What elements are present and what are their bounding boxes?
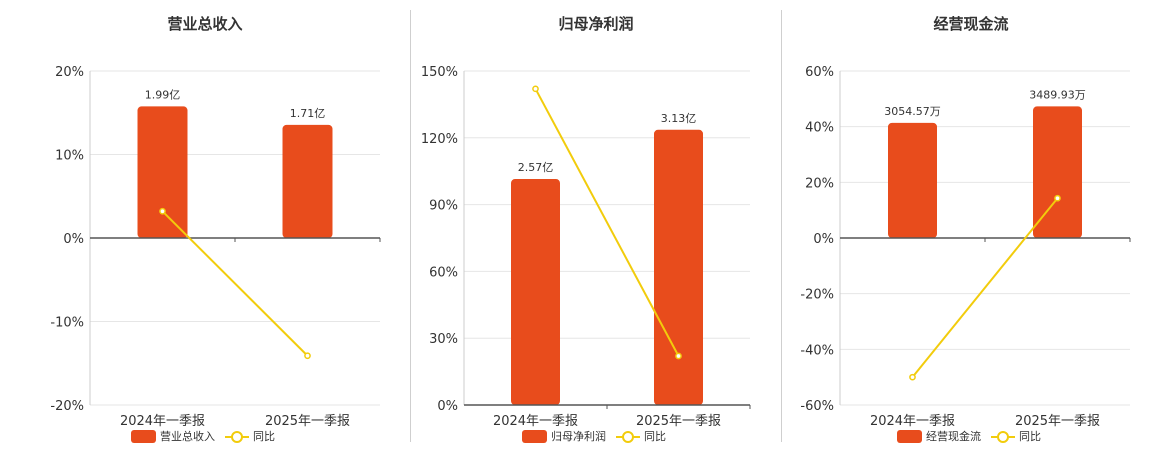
chart-legend: 归母净利润 同比 [411,428,781,444]
legend-label: 营业总收入 [160,430,215,443]
line-marker-icon [991,430,1015,443]
legend-item-line[interactable]: 同比 [991,428,1041,444]
legend-item-bar[interactable]: 营业总收入 [131,428,215,444]
yoy-point [159,207,166,215]
y-tick-label: 60% [429,265,458,280]
y-tick-label: 0% [437,399,458,414]
yoy-line [534,88,680,357]
x-tick-label: 2024年一季报 [493,414,578,429]
line-marker-icon [616,430,640,443]
y-tick-label: 90% [429,199,458,214]
y-tick-label: -20% [50,399,84,414]
y-tick-label: 150% [421,65,458,80]
panel-divider [410,10,411,442]
y-tick-label: -10% [50,316,84,331]
legend-label: 同比 [644,430,666,443]
yoy-point [1054,194,1061,202]
bar [1033,106,1082,238]
y-tick-label: -20% [800,288,834,303]
legend-label: 同比 [1019,430,1041,443]
chart-title: 归母净利润 [558,15,634,33]
legend-item-line[interactable]: 同比 [616,428,666,444]
chart-legend: 经营现金流 同比 [782,428,1160,444]
yoy-point [675,352,682,360]
y-tick-label: 60% [805,65,834,80]
bar-data-label: 3054.57万 [884,105,941,118]
legend-label: 归母净利润 [551,430,606,443]
y-tick-label: -60% [800,399,834,414]
bar-swatch-icon [522,429,547,443]
yoy-point [909,373,916,381]
yoy-point [532,85,539,93]
chart-title: 营业总收入 [167,15,243,33]
chart-legend: 营业总收入 同比 [0,428,410,444]
y-tick-label: 20% [805,176,834,191]
x-tick-label: 2025年一季报 [636,414,721,429]
x-tick-label: 2025年一季报 [265,414,350,429]
yoy-point [304,352,311,360]
chart-panel-cash-flow: 经营现金流 -60% -40% -20% 0% 20% 40% 60% 3054.57万 348… [782,0,1160,450]
legend-item-line[interactable]: 同比 [225,428,275,444]
y-tick-label: 40% [805,121,834,136]
chart-title: 经营现金流 [933,15,1009,33]
bar-data-label: 3489.93万 [1029,88,1086,101]
y-tick-label: -40% [800,343,834,358]
yoy-line [911,197,1059,378]
bar-data-label: 3.13亿 [661,112,697,125]
y-tick-label: 0% [813,232,834,247]
bar-data-label: 2.57亿 [518,161,554,174]
x-tick-label: 2024年一季报 [120,414,205,429]
y-tick-label: 10% [55,149,84,164]
line-marker-icon [225,430,249,443]
bar [282,124,333,238]
y-tick-label: 30% [429,332,458,347]
chart-plot-net-profit: 0% 30% 60% 90% 120% 150% 2.57亿 3.13亿 2024年一季报 202… [421,65,751,429]
legend-item-bar[interactable]: 经营现金流 [897,428,981,444]
legend-label: 同比 [253,430,275,443]
x-tick-label: 2024年一季报 [870,414,955,429]
y-tick-label: 20% [55,65,84,80]
yoy-line [161,210,309,357]
chart-plot-revenue: -20% -10% 0% 10% 20% 1.99亿 1.71亿 2024年一季报 2025年一… [50,65,381,429]
y-tick-label: 0% [63,232,84,247]
bar [511,179,560,405]
bar-data-label: 1.99亿 [145,88,181,101]
legend-item-bar[interactable]: 归母净利润 [522,428,606,444]
chart-panel-revenue: 营业总收入 -20% -10% 0% 10% 20% 1.99亿 1.71亿 2024年一季报… [0,0,410,450]
bar-swatch-icon [131,429,156,443]
bar [654,129,703,406]
legend-label: 经营现金流 [926,430,981,443]
bar [137,106,188,238]
bar [888,122,937,238]
chart-plot-cash-flow: -60% -40% -20% 0% 20% 40% 60% 3054.57万 3489.93万 2… [800,65,1131,429]
y-tick-label: 120% [421,132,458,147]
chart-panel-net-profit: 归母净利润 0% 30% 60% 90% 120% 150% 2.57亿 3.13亿 2024年… [411,0,781,450]
bar-swatch-icon [897,429,922,443]
x-tick-label: 2025年一季报 [1015,414,1100,429]
panel-divider [781,10,782,442]
bar-data-label: 1.71亿 [290,107,326,120]
